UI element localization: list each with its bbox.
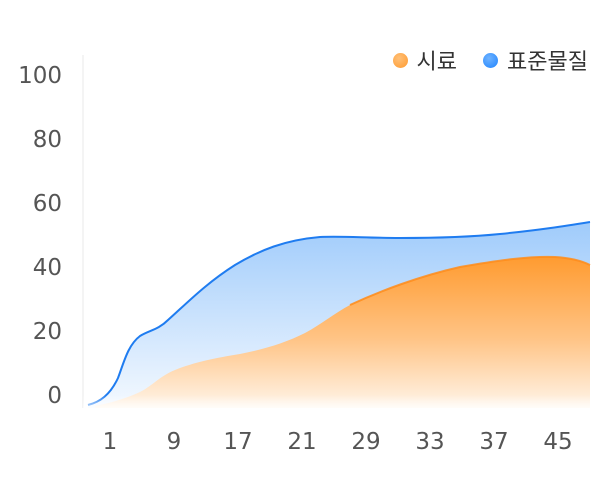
series-area-sample bbox=[95, 256, 590, 408]
x-tick-label: 9 bbox=[166, 429, 182, 455]
y-tick-label: 60 bbox=[32, 191, 62, 217]
legend-label-reference: 표준물질 bbox=[507, 50, 588, 75]
y-tick-label: 0 bbox=[47, 383, 62, 409]
y-tick-label: 100 bbox=[18, 63, 62, 89]
x-tick-label: 45 bbox=[543, 429, 573, 455]
blue-dot-icon bbox=[483, 52, 499, 68]
legend-label-sample: 시료 bbox=[416, 50, 458, 75]
x-tick-label: 17 bbox=[223, 429, 253, 455]
x-tick-label: 29 bbox=[351, 429, 381, 455]
y-tick-label: 40 bbox=[32, 255, 62, 281]
orange-dot-icon bbox=[392, 52, 408, 68]
x-tick-label: 33 bbox=[415, 429, 445, 455]
legend-item-reference[interactable]: 표준물질 bbox=[483, 44, 588, 76]
x-tick-label: 21 bbox=[287, 429, 317, 455]
legend-item-sample[interactable]: 시료 bbox=[392, 44, 458, 76]
x-tick-label: 1 bbox=[102, 429, 118, 455]
chart-legend: 시료 표준물질 bbox=[367, 44, 588, 76]
baseline-fade bbox=[83, 395, 593, 412]
series-line-sample bbox=[349, 255, 591, 306]
y-tick-label: 20 bbox=[32, 319, 62, 345]
x-tick-label: 37 bbox=[479, 429, 509, 455]
y-tick-label: 80 bbox=[32, 127, 62, 153]
series-line-reference bbox=[87, 221, 591, 406]
